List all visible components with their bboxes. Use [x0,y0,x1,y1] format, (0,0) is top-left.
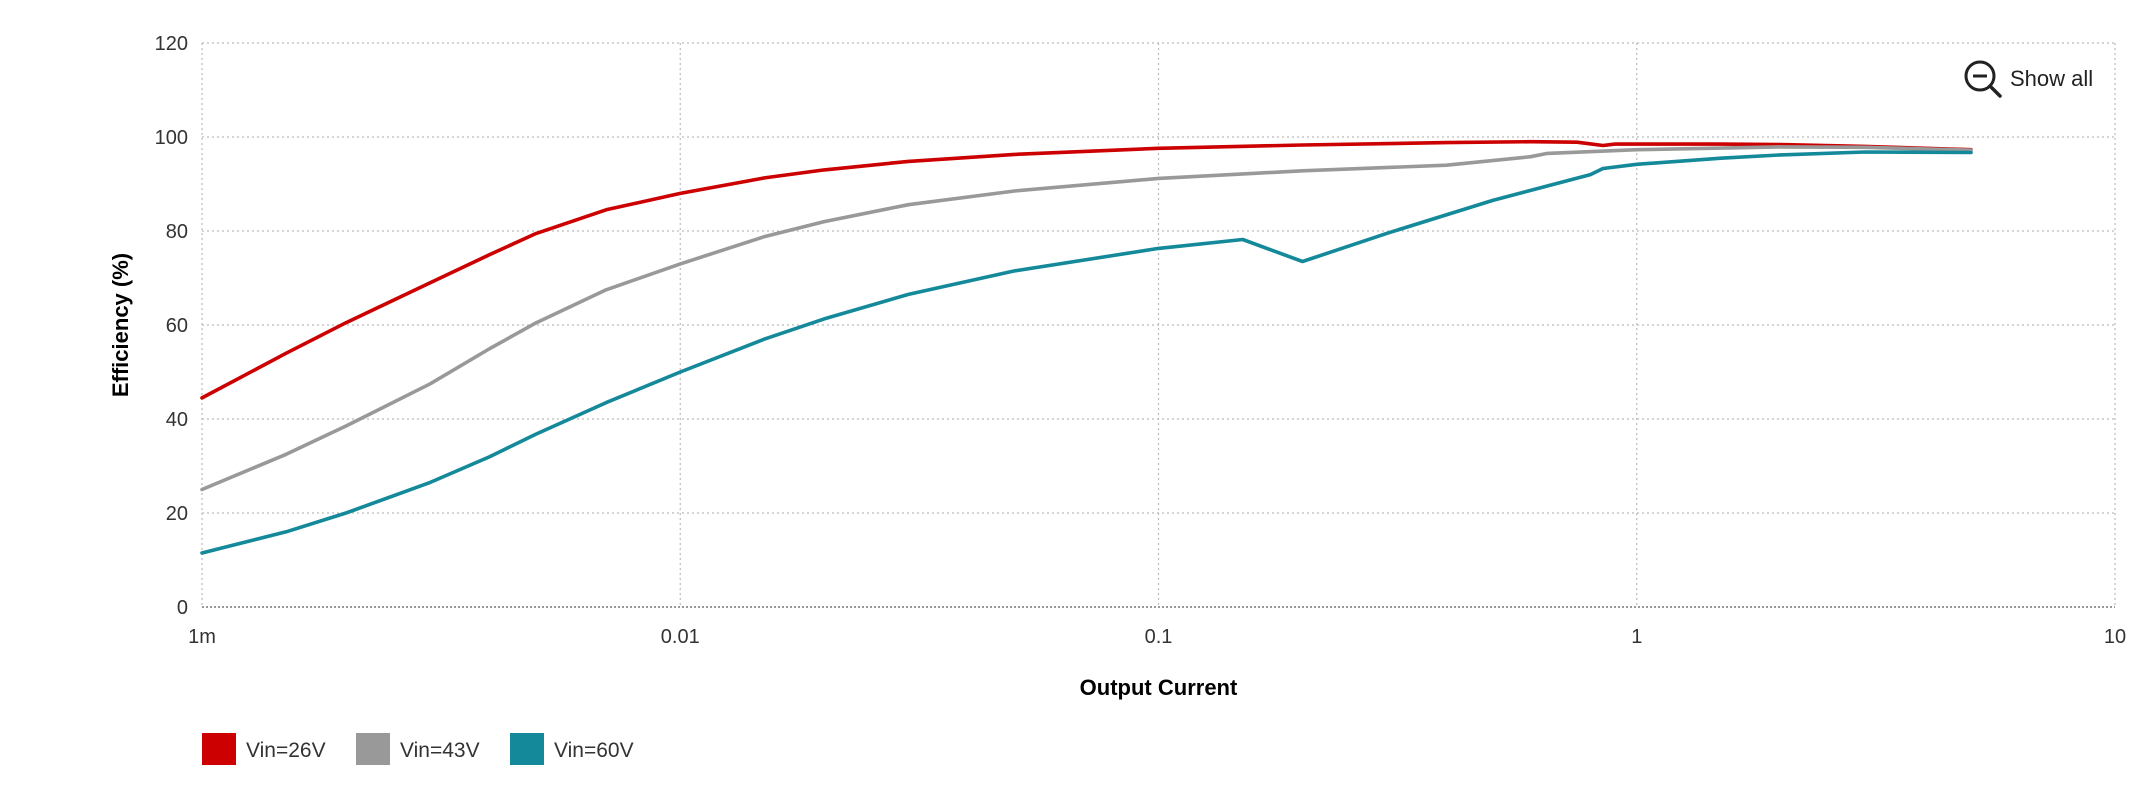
x-tick-label: 0.1 [1145,626,1173,648]
y-tick-label: 120 [155,33,188,55]
axes: 0 20 40 60 80 100 120 1m 0.01 0.1 1 10 [155,33,2127,648]
series-line-2 [200,145,1973,492]
zoom-out-icon[interactable] [1964,60,2002,98]
y-tick-label: 80 [166,221,188,243]
legend-label: Vin=60V [554,739,634,762]
x-tick-label: 10 [2104,626,2126,648]
legend-label: Vin=26V [246,739,326,762]
series-lines [200,139,1973,555]
y-tick-label: 20 [166,503,188,525]
show-all-label[interactable]: Show all [2010,66,2093,91]
series-line-3 [200,150,1973,555]
y-tick-label: 100 [155,127,188,149]
grid [201,42,2116,607]
legend-label: Vin=43V [400,739,480,762]
zoom-out-icon-lens[interactable] [1964,60,1996,92]
x-axis-title: Output Current [1080,675,1238,700]
x-tick-label: 1 [1631,626,1642,648]
y-tick-label: 60 [166,315,188,337]
legend: Vin=26V Vin=43V Vin=60V [202,733,634,765]
zoom-out-icon-handle[interactable] [1988,84,2002,98]
y-axis-title: Efficiency (%) [108,253,133,397]
y-tick-label: 0 [177,597,188,619]
x-tick-label: 0.01 [661,626,700,648]
series-line-1 [200,139,1973,400]
legend-swatch [356,733,390,765]
y-tick-label: 40 [166,409,188,431]
legend-swatch [510,733,544,765]
show-all-button[interactable]: Show all [1960,56,2093,100]
legend-swatch [202,733,236,765]
x-tick-label: 1m [188,626,216,648]
